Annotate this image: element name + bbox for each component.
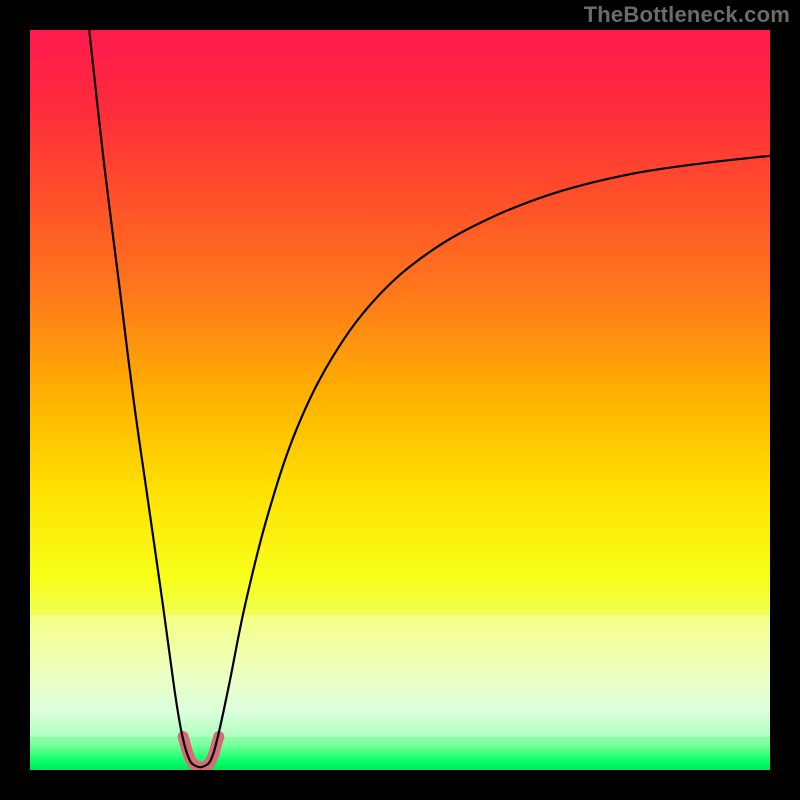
bottleneck-curve [89,30,770,767]
curve-layer [30,30,770,770]
watermark-text: TheBottleneck.com [584,2,790,28]
chart-root: TheBottleneck.com [0,0,800,800]
plot-area [30,30,770,770]
